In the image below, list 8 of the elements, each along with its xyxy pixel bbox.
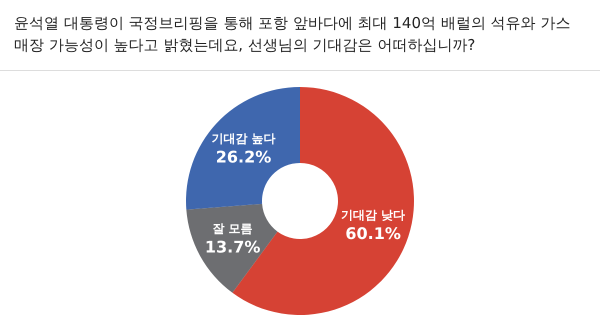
data-label: 26.2% [216,148,272,167]
donut-slice [186,87,300,210]
slice-label: 기대감 높다 [211,132,276,146]
data-label: 13.7% [204,237,260,256]
slice-label: 기대감 낮다 [341,208,406,222]
chart-title: 윤석열 대통령이 국정브리핑을 통해 포항 앞바다에 최대 140억 배럴의 석유와 가스 매장 가능성이 높다고 밝혔는데요, 선생님의 기대감은 어떠하십니까? [0,0,600,71]
slice-label: 잘 모름 [212,221,253,236]
data-label: 60.1% [345,224,401,244]
